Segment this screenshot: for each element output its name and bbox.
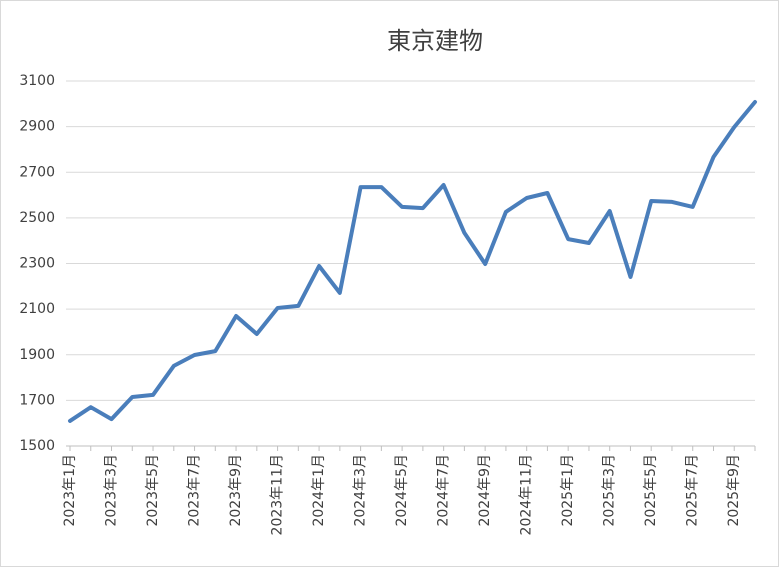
y-tick-label: 2300 xyxy=(19,256,55,272)
x-tick-label: 2024年5月 xyxy=(394,454,410,527)
x-tick-label: 2025年7月 xyxy=(685,454,701,527)
x-tick-label: 2024年3月 xyxy=(353,454,369,527)
x-tick-label: 2023年11月 xyxy=(270,454,286,535)
x-tick-label: 2023年7月 xyxy=(187,454,203,527)
x-tick-label: 2024年9月 xyxy=(477,454,493,527)
x-tick-label: 2024年7月 xyxy=(436,454,452,527)
x-tick-label: 2023年3月 xyxy=(104,454,120,527)
x-tick-label: 2025年3月 xyxy=(602,454,618,527)
x-tick-label: 2023年5月 xyxy=(145,454,161,527)
x-tick-label: 2025年9月 xyxy=(726,454,742,527)
y-tick-label: 2100 xyxy=(19,301,55,317)
y-tick-label: 2900 xyxy=(19,119,55,135)
x-tick-label: 2025年5月 xyxy=(643,454,659,527)
chart-title: 東京建物 xyxy=(387,27,483,55)
x-tick-label: 2024年1月 xyxy=(311,454,327,527)
y-tick-label: 1900 xyxy=(19,347,55,363)
y-tick-label: 1700 xyxy=(19,392,55,408)
y-tick-label: 1500 xyxy=(19,438,55,454)
y-tick-label: 3100 xyxy=(19,73,55,89)
y-tick-label: 2700 xyxy=(19,164,55,180)
y-tick-label: 2500 xyxy=(19,210,55,226)
x-tick-label: 2023年9月 xyxy=(228,454,244,527)
x-tick-label: 2025年1月 xyxy=(560,454,576,527)
x-tick-label: 2023年1月 xyxy=(62,454,78,527)
line xyxy=(68,100,757,423)
x-tick-label: 2024年11月 xyxy=(519,454,535,535)
